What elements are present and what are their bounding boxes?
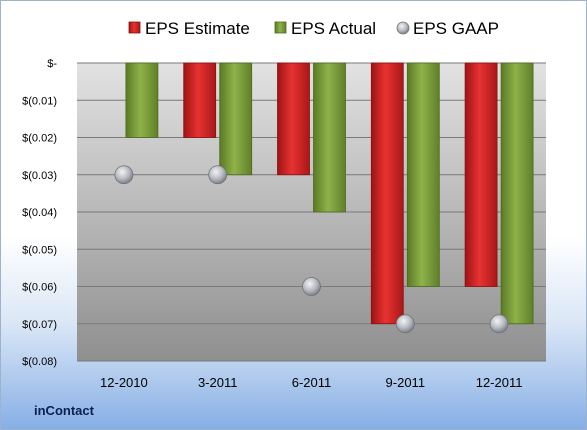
y-tick-label: $(0.06): [22, 282, 57, 294]
eps-estimate-bar: [183, 62, 217, 138]
x-category-label: 12-2011: [476, 375, 523, 390]
legend-swatch: [274, 21, 287, 34]
legend-swatch: [128, 21, 141, 34]
bars: [125, 62, 534, 325]
legend-swatch: [396, 21, 410, 35]
gaap-markers: [114, 165, 509, 334]
x-axis: 12-2010 3-2011 6-2011 9-2011 12-2011: [100, 375, 522, 390]
legend-label: EPS Estimate: [145, 19, 250, 38]
y-tick-label: $(0.07): [22, 319, 57, 331]
eps-estimate-bar: [370, 62, 404, 325]
eps-gaap-marker: [489, 314, 509, 334]
y-tick-label: $-: [47, 58, 57, 70]
company-name: inContact: [34, 403, 94, 418]
x-category-label: 12-2010: [100, 375, 148, 390]
eps-actual-bar: [313, 62, 346, 213]
y-tick-label: $(0.04): [22, 207, 57, 219]
y-axis: $- $(0.01) $(0.02) $(0.03) $(0.04) $(0.05) $(0…: [22, 58, 57, 368]
x-category-label: 9-2011: [386, 375, 426, 390]
eps-actual-bar: [500, 62, 534, 325]
eps-actual-bar: [406, 62, 440, 287]
y-tick-label: $(0.08): [22, 356, 57, 368]
eps-gaap-marker: [395, 314, 415, 334]
y-tick-label: $(0.03): [22, 170, 57, 182]
legend-label: EPS GAAP: [413, 19, 499, 38]
eps-estimate-bar: [277, 62, 310, 176]
y-tick-label: $(0.01): [22, 95, 57, 107]
x-category-label: 6-2011: [292, 375, 332, 390]
legend-label: EPS Actual: [291, 19, 376, 38]
x-category-label: 3-2011: [198, 375, 238, 390]
y-tick-label: $(0.05): [22, 244, 57, 256]
y-tick-label: $(0.02): [22, 133, 57, 145]
eps-gaap-marker: [302, 277, 321, 296]
legend: EPS Estimate EPS Actual EPS GAAP: [128, 19, 499, 38]
eps-gaap-marker: [114, 165, 134, 185]
eps-actual-bar: [219, 62, 253, 176]
eps-estimate-bar: [464, 62, 498, 287]
eps-gaap-marker: [208, 165, 228, 185]
eps-actual-bar: [125, 62, 159, 138]
